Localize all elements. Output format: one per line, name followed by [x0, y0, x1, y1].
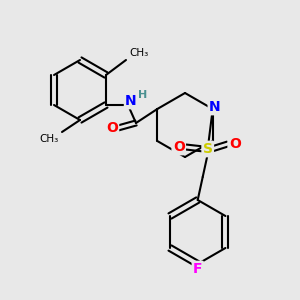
- Text: CH₃: CH₃: [40, 134, 59, 144]
- Text: O: O: [173, 140, 185, 154]
- Text: H: H: [138, 90, 148, 100]
- Text: O: O: [229, 137, 241, 151]
- Text: O: O: [106, 121, 118, 135]
- Text: N: N: [209, 100, 220, 114]
- Text: N: N: [125, 94, 137, 108]
- Text: S: S: [203, 142, 213, 156]
- Text: F: F: [193, 262, 202, 276]
- Text: CH₃: CH₃: [129, 48, 148, 58]
